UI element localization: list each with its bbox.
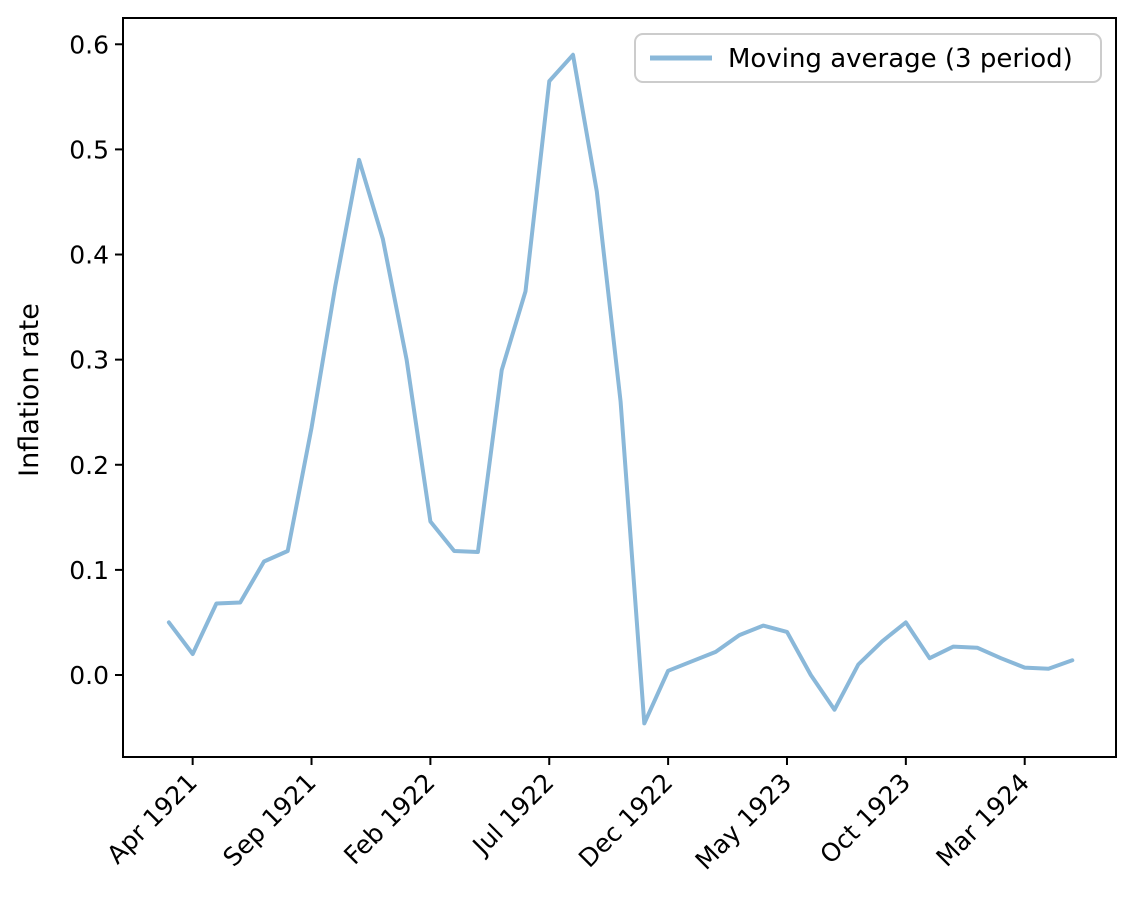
x-tick-label: May 1923 xyxy=(690,768,798,876)
y-tick-label: 0.1 xyxy=(69,556,109,585)
y-tick-label: 0.6 xyxy=(69,30,109,59)
x-tick-label: Oct 1923 xyxy=(814,768,916,870)
y-tick-label: 0.5 xyxy=(69,135,109,164)
y-tick-label: 0.3 xyxy=(69,346,109,375)
legend-label: Moving average (3 period) xyxy=(728,44,1073,74)
moving-average-line xyxy=(166,52,1075,726)
x-tick-label: Jul 1922 xyxy=(466,768,560,862)
x-tick-label: Mar 1924 xyxy=(930,768,1034,872)
x-tick-label: Feb 1922 xyxy=(338,768,440,870)
legend-frame xyxy=(634,33,1102,83)
x-tick-label: Apr 1921 xyxy=(101,768,203,870)
x-tick-label: Dec 1922 xyxy=(573,768,678,873)
legend: Moving average (3 period) xyxy=(634,33,1102,83)
x-tick-label: Sep 1921 xyxy=(217,768,321,872)
plot-area xyxy=(122,17,1117,758)
y-tick-label: 0.4 xyxy=(69,241,109,270)
y-tick-label: 0.2 xyxy=(69,451,109,480)
y-axis: 0.0 0.1 0.2 0.3 0.4 0.5 0.6 xyxy=(69,30,123,690)
y-tick-label: 0.0 xyxy=(69,661,109,690)
x-axis: Apr 1921 Sep 1921 Feb 1922 Jul 1922 Dec 1922… xyxy=(101,757,1035,875)
y-axis-title: Inflation rate xyxy=(14,303,45,477)
